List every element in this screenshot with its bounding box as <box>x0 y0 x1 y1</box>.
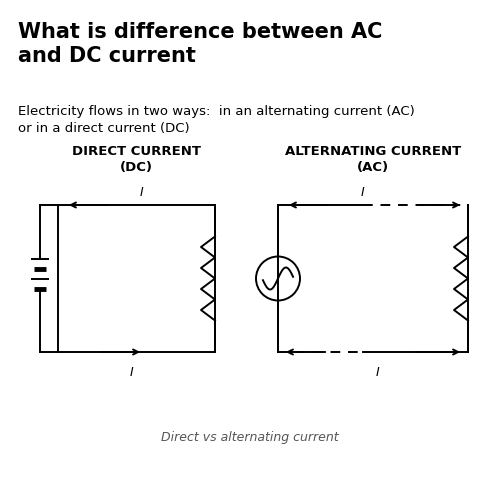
Text: ALTERNATING CURRENT
(AC): ALTERNATING CURRENT (AC) <box>285 145 461 174</box>
Text: I: I <box>140 186 143 199</box>
Text: I: I <box>361 186 365 199</box>
Text: I: I <box>376 366 380 379</box>
Text: DIRECT CURRENT
(DC): DIRECT CURRENT (DC) <box>72 145 201 174</box>
Text: What is difference between AC
and DC current: What is difference between AC and DC cur… <box>18 22 382 66</box>
Text: Direct vs alternating current: Direct vs alternating current <box>161 432 339 444</box>
Text: I: I <box>130 366 134 379</box>
Text: Electricity flows in two ways:  in an alternating current (AC)
or in a direct cu: Electricity flows in two ways: in an alt… <box>18 105 415 135</box>
